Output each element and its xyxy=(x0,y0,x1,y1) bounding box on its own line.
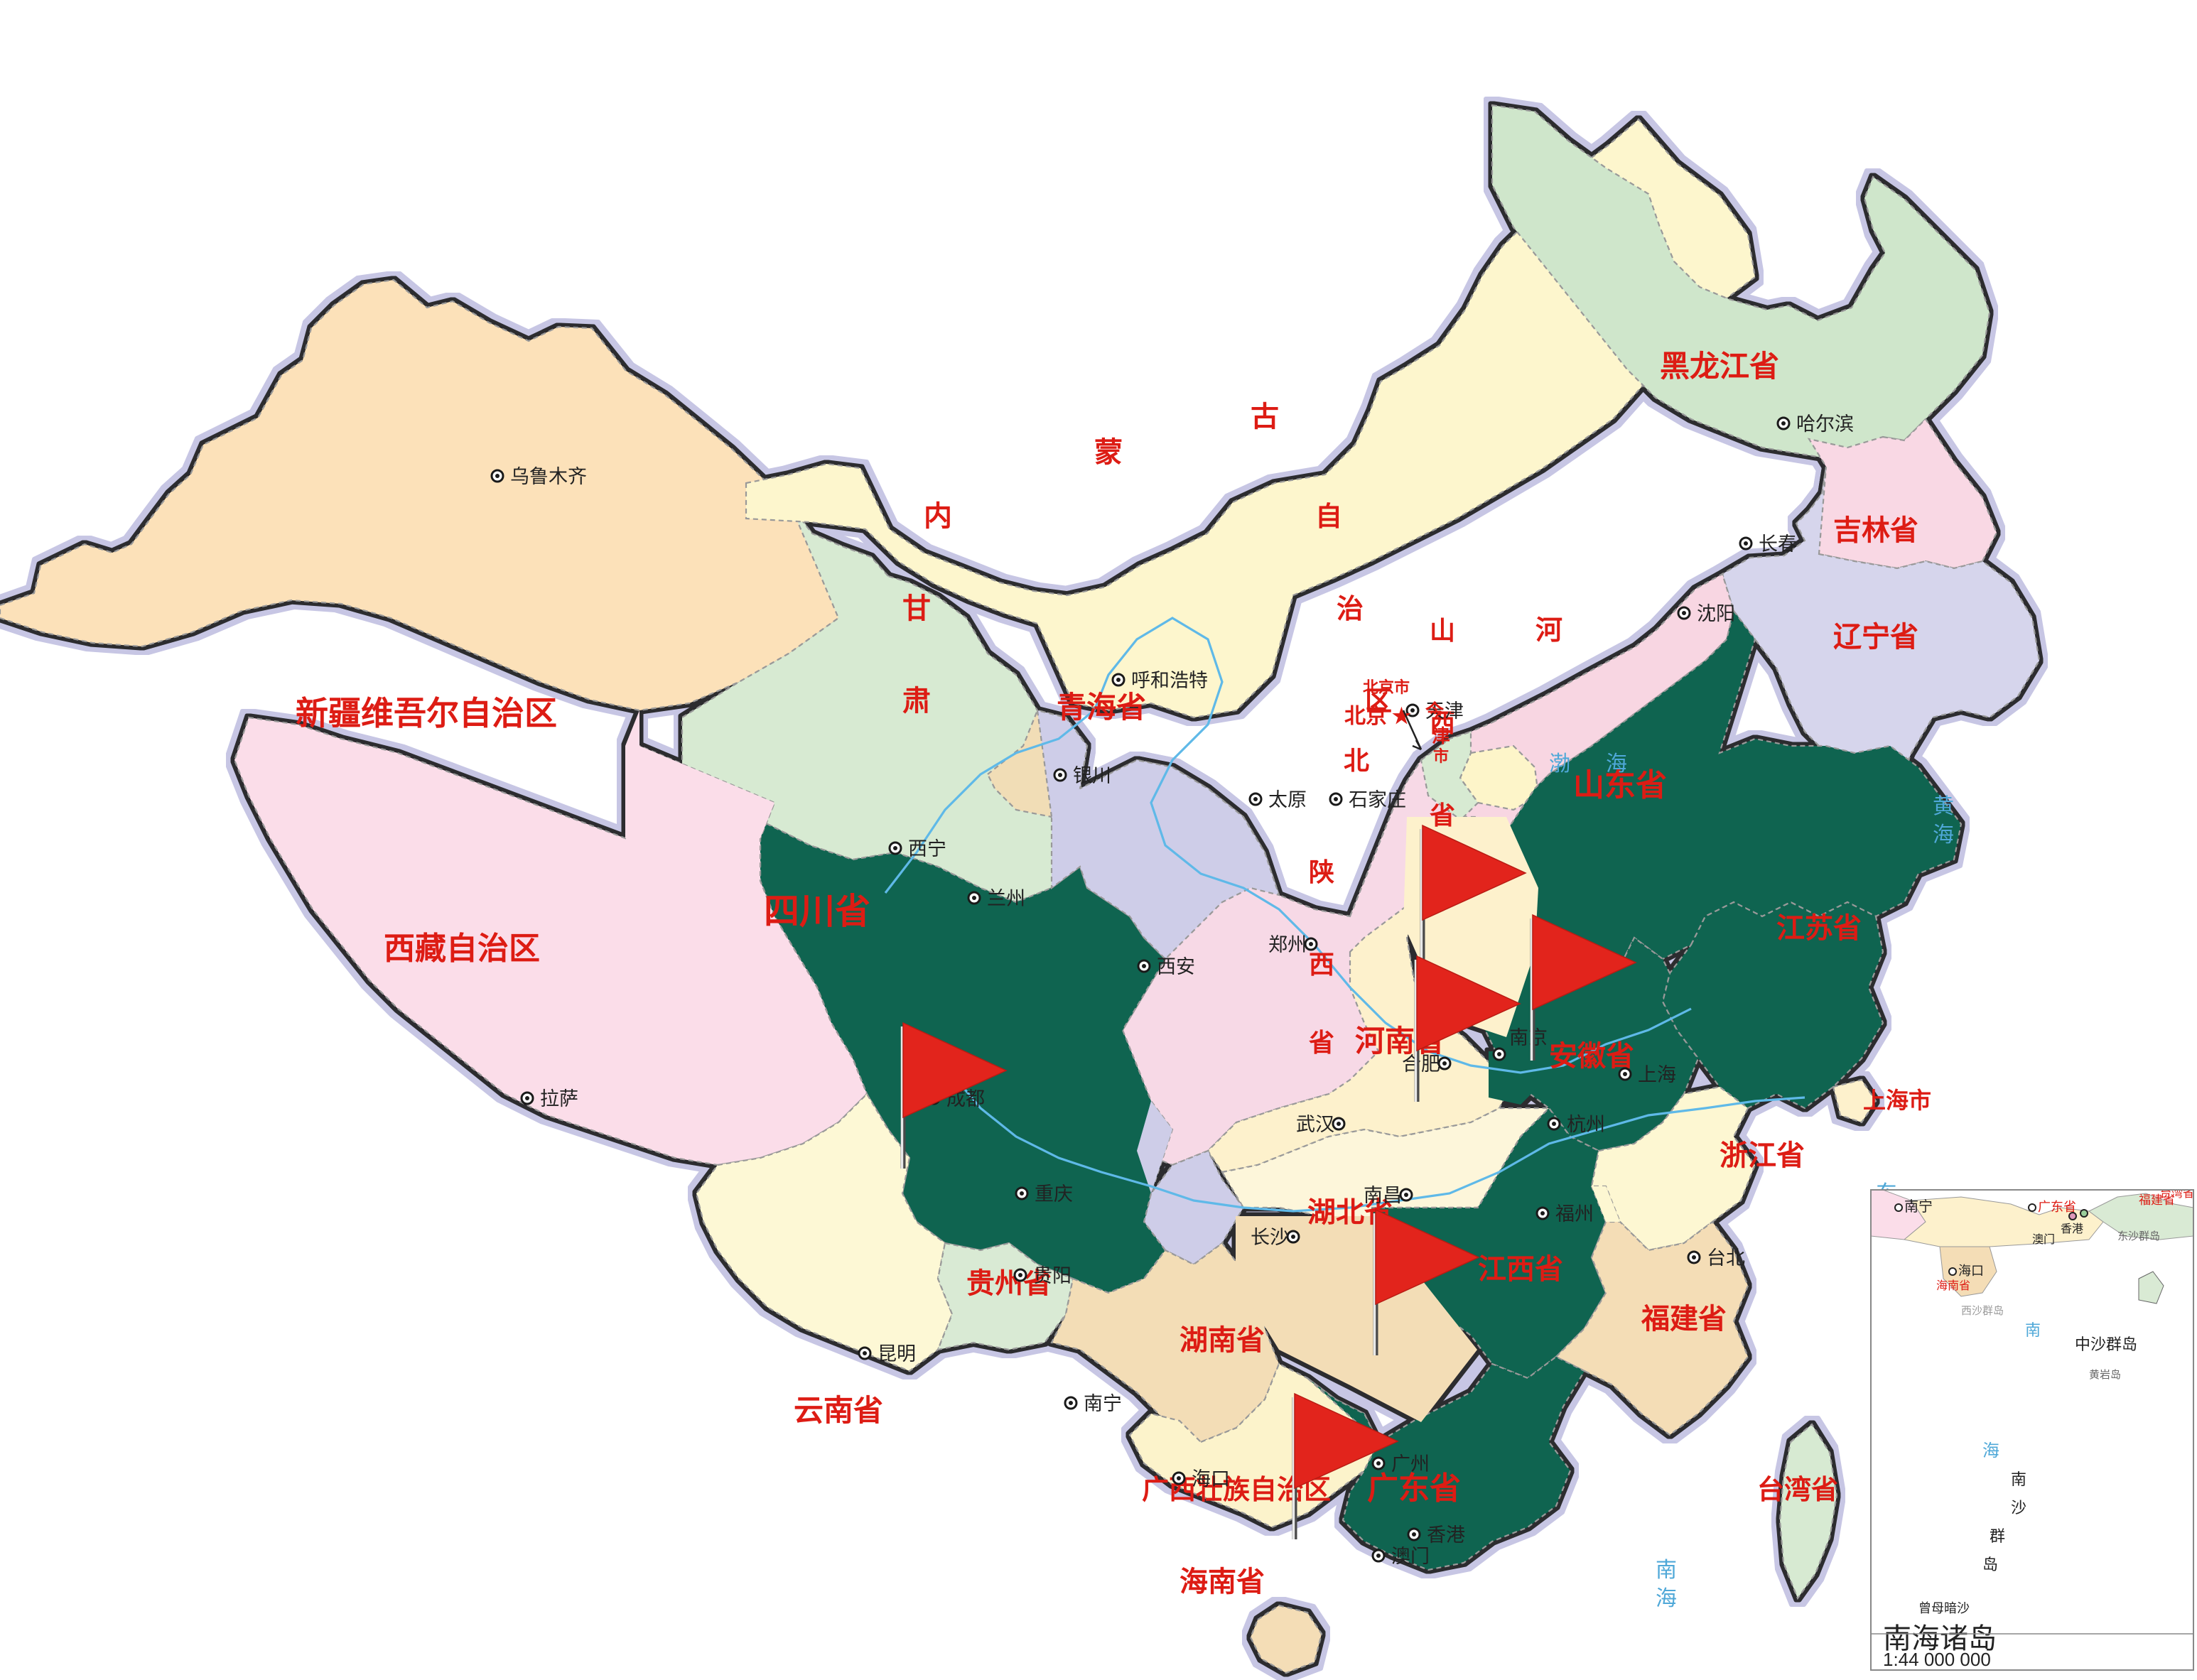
svg-text:贵阳: 贵阳 xyxy=(1033,1265,1071,1286)
svg-text:昆明: 昆明 xyxy=(878,1343,916,1365)
svg-text:治: 治 xyxy=(1337,595,1364,624)
svg-text:自: 自 xyxy=(1315,502,1342,532)
svg-text:郑州: 郑州 xyxy=(1268,934,1307,955)
svg-text:香港: 香港 xyxy=(2061,1223,2083,1235)
svg-text:1:44 000 000: 1:44 000 000 xyxy=(1883,1649,1991,1670)
svg-text:内: 内 xyxy=(924,501,952,532)
svg-text:台北: 台北 xyxy=(1707,1247,1745,1269)
svg-text:哈尔滨: 哈尔滨 xyxy=(1796,413,1854,435)
svg-text:黄: 黄 xyxy=(1933,795,1954,818)
svg-text:黑龙江省: 黑龙江省 xyxy=(1660,349,1779,383)
svg-text:北京市: 北京市 xyxy=(1363,678,1410,696)
svg-text:西藏自治区: 西藏自治区 xyxy=(384,931,540,966)
svg-text:蒙: 蒙 xyxy=(1094,437,1123,468)
svg-text:澳门: 澳门 xyxy=(2032,1233,2055,1246)
svg-text:南: 南 xyxy=(2025,1321,2041,1339)
svg-text:太原: 太原 xyxy=(1268,789,1307,811)
svg-text:浙江省: 浙江省 xyxy=(1720,1140,1805,1171)
svg-text:乌鲁木齐: 乌鲁木齐 xyxy=(510,466,587,487)
svg-text:岛: 岛 xyxy=(1982,1556,1998,1573)
svg-text:台湾省: 台湾省 xyxy=(2160,1187,2194,1200)
svg-text:辽宁省: 辽宁省 xyxy=(1833,622,1918,653)
svg-text:西: 西 xyxy=(1309,950,1334,979)
svg-text:广东省: 广东省 xyxy=(2038,1200,2076,1214)
svg-text:银川: 银川 xyxy=(1073,765,1111,786)
svg-text:上海市: 上海市 xyxy=(1863,1088,1931,1113)
svg-text:黄岩岛: 黄岩岛 xyxy=(2089,1369,2121,1381)
svg-text:北京: 北京 xyxy=(1344,704,1387,728)
svg-text:沙: 沙 xyxy=(2011,1499,2026,1517)
svg-text:澳门: 澳门 xyxy=(1391,1546,1430,1567)
svg-text:沈阳: 沈阳 xyxy=(1697,603,1735,624)
svg-text:南: 南 xyxy=(1656,1559,1677,1582)
svg-text:南昌: 南昌 xyxy=(1364,1185,1402,1206)
svg-text:香港: 香港 xyxy=(1427,1524,1465,1546)
svg-text:陕: 陕 xyxy=(1309,857,1334,887)
svg-text:青海省: 青海省 xyxy=(1057,690,1146,724)
svg-text:重庆: 重庆 xyxy=(1035,1183,1073,1205)
svg-text:福建省: 福建省 xyxy=(1641,1304,1727,1335)
svg-text:江苏省: 江苏省 xyxy=(1776,913,1862,944)
svg-text:甘: 甘 xyxy=(902,593,931,624)
svg-text:云南省: 云南省 xyxy=(794,1394,883,1427)
svg-text:南京: 南京 xyxy=(1509,1027,1548,1048)
svg-text:津: 津 xyxy=(1432,725,1450,747)
svg-text:海南省: 海南省 xyxy=(1936,1279,1970,1292)
svg-text:四川省: 四川省 xyxy=(764,892,870,931)
svg-text:石家庄: 石家庄 xyxy=(1349,789,1406,811)
svg-text:江西省: 江西省 xyxy=(1478,1254,1563,1285)
svg-text:海: 海 xyxy=(1933,823,1954,847)
svg-text:新疆维吾尔自治区: 新疆维吾尔自治区 xyxy=(296,695,557,732)
svg-text:曾母暗沙: 曾母暗沙 xyxy=(1918,1601,1970,1615)
svg-text:海: 海 xyxy=(1982,1441,1999,1460)
svg-text:拉萨: 拉萨 xyxy=(540,1088,578,1110)
svg-text:今: 今 xyxy=(1425,700,1444,722)
svg-text:群: 群 xyxy=(1990,1527,2005,1545)
svg-text:河: 河 xyxy=(1535,616,1562,646)
svg-text:西宁: 西宁 xyxy=(908,838,946,860)
svg-text:★: ★ xyxy=(1392,705,1411,728)
svg-text:山: 山 xyxy=(1430,616,1455,645)
svg-text:上海: 上海 xyxy=(1638,1064,1676,1085)
svg-text:海口: 海口 xyxy=(1958,1264,1984,1278)
svg-text:福州: 福州 xyxy=(1555,1203,1594,1225)
svg-text:广东省: 广东省 xyxy=(1367,1471,1461,1506)
svg-text:南宁: 南宁 xyxy=(1084,1393,1122,1414)
svg-text:吉林省: 吉林省 xyxy=(1833,515,1918,546)
svg-text:广州: 广州 xyxy=(1391,1453,1430,1475)
svg-text:西沙群岛: 西沙群岛 xyxy=(1961,1305,2004,1317)
svg-text:安徽省: 安徽省 xyxy=(1549,1041,1634,1072)
svg-text:湖南省: 湖南省 xyxy=(1180,1325,1265,1356)
svg-text:呼和浩特: 呼和浩特 xyxy=(1131,670,1208,691)
svg-text:杭州: 杭州 xyxy=(1567,1114,1605,1135)
svg-text:兰州: 兰州 xyxy=(987,888,1025,909)
svg-text:市: 市 xyxy=(1433,747,1449,765)
svg-text:南宁: 南宁 xyxy=(1904,1198,1933,1215)
svg-text:古: 古 xyxy=(1251,401,1279,433)
svg-text:省: 省 xyxy=(1309,1028,1334,1057)
svg-text:长春: 长春 xyxy=(1759,533,1797,555)
svg-text:海: 海 xyxy=(1606,752,1627,776)
svg-text:渤: 渤 xyxy=(1549,752,1570,776)
svg-text:肃: 肃 xyxy=(902,685,931,717)
svg-text:东沙群岛: 东沙群岛 xyxy=(2117,1230,2160,1242)
svg-text:南: 南 xyxy=(2011,1470,2026,1488)
svg-text:武汉: 武汉 xyxy=(1296,1114,1334,1135)
svg-text:海南省: 海南省 xyxy=(1180,1566,1265,1598)
svg-text:台湾省: 台湾省 xyxy=(1757,1475,1838,1505)
svg-text:合肥: 合肥 xyxy=(1402,1053,1440,1075)
svg-text:长沙: 长沙 xyxy=(1251,1227,1289,1248)
svg-text:海: 海 xyxy=(1656,1587,1677,1610)
svg-text:海口: 海口 xyxy=(1192,1468,1230,1490)
svg-text:中沙群岛: 中沙群岛 xyxy=(2075,1335,2137,1353)
svg-text:北: 北 xyxy=(1344,746,1369,775)
svg-text:西安: 西安 xyxy=(1157,956,1195,977)
svg-text:省: 省 xyxy=(1430,801,1455,830)
